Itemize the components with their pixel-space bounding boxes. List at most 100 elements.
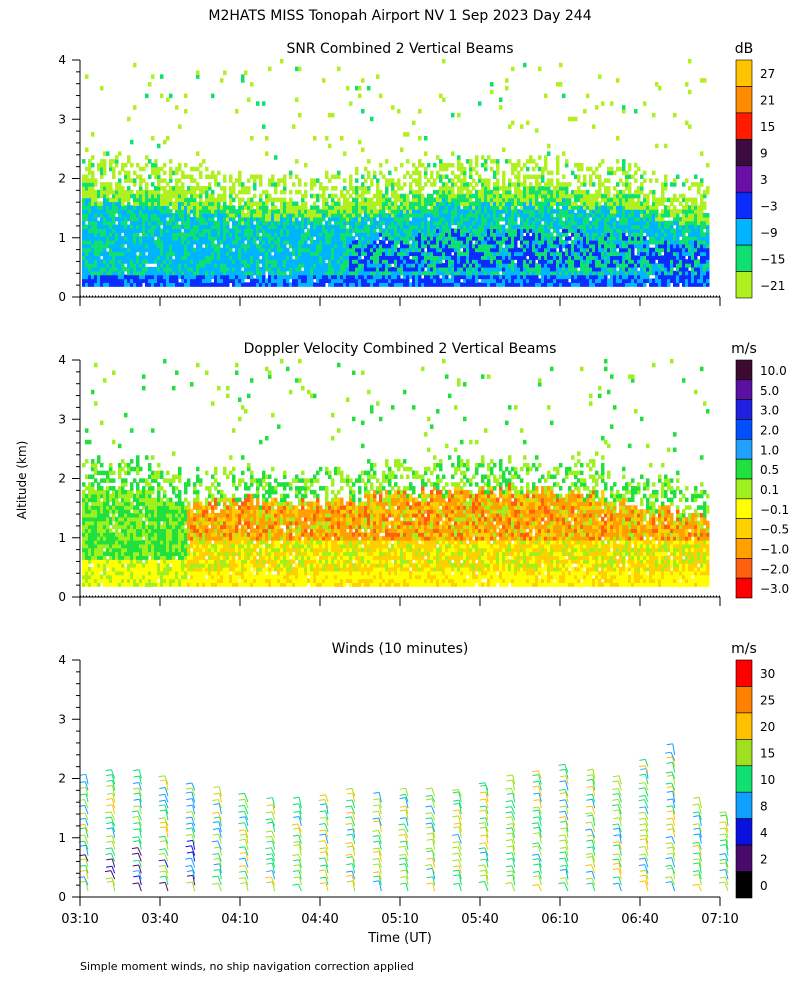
heatmap-cell [622, 170, 626, 176]
heatmap-cell [145, 259, 149, 264]
heatmap-cell [124, 170, 128, 176]
heatmap-cell [217, 201, 221, 206]
heatmap-cell [310, 209, 314, 214]
heatmap-cell [433, 224, 437, 230]
heatmap-cell [526, 266, 530, 272]
heatmap-cell [466, 243, 470, 249]
heatmap-cell [526, 209, 530, 214]
heatmap-cell [262, 278, 266, 283]
heatmap-cell [499, 186, 503, 191]
heatmap-cell [487, 255, 491, 260]
heatmap-cell [289, 239, 293, 245]
heatmap-cell [289, 220, 293, 226]
heatmap-cell [517, 209, 521, 214]
heatmap-cell [616, 255, 620, 260]
heatmap-cell [337, 205, 341, 210]
heatmap-cell [268, 209, 272, 214]
heatmap-cell [580, 209, 584, 214]
heatmap-cell [262, 247, 266, 253]
heatmap-cell [565, 255, 569, 260]
heatmap-cell [367, 174, 371, 179]
heatmap-cell [97, 232, 101, 237]
heatmap-cell [268, 278, 272, 283]
heatmap-cell [508, 205, 512, 210]
heatmap-cell [427, 197, 431, 203]
heatmap-cell [505, 259, 509, 264]
heatmap-cell [214, 251, 218, 257]
heatmap-cell [139, 228, 143, 233]
heatmap-cell [322, 201, 326, 206]
heatmap-cell [112, 166, 116, 172]
heatmap-cell [97, 255, 101, 260]
heatmap-cell [217, 255, 221, 260]
heatmap-cell [604, 228, 608, 233]
heatmap-cell [451, 197, 455, 203]
heatmap-cell [328, 243, 332, 249]
heatmap-cell [445, 247, 449, 253]
heatmap-cell [319, 270, 323, 276]
heatmap-cell [349, 255, 353, 260]
heatmap-cell [499, 278, 503, 283]
heatmap-cell [541, 228, 545, 233]
heatmap-cell [355, 274, 359, 280]
heatmap-cell [508, 124, 512, 129]
heatmap-cell [118, 255, 122, 260]
heatmap-cell [298, 209, 302, 214]
heatmap-cell [568, 193, 572, 199]
heatmap-cell [598, 278, 602, 283]
heatmap-cell [94, 193, 98, 199]
heatmap-cell [385, 197, 389, 203]
heatmap-cell [91, 255, 95, 260]
heatmap-cell [190, 263, 194, 268]
heatmap-cell [166, 274, 170, 280]
heatmap-cell [331, 174, 335, 179]
heatmap-cell [340, 205, 344, 210]
heatmap-cell [604, 224, 608, 230]
heatmap-cell [196, 193, 200, 199]
heatmap-cell [610, 255, 614, 260]
heatmap-cell [592, 274, 596, 280]
heatmap-cell [616, 78, 620, 83]
heatmap-cell [499, 243, 503, 249]
heatmap-cell [292, 182, 296, 187]
heatmap-cell [181, 263, 185, 268]
heatmap-cell [100, 266, 104, 272]
heatmap-cell [436, 255, 440, 260]
heatmap-cell [532, 255, 536, 260]
heatmap-cell [481, 251, 485, 257]
heatmap-cell [487, 205, 491, 210]
heatmap-cell [538, 239, 542, 245]
heatmap-cell [550, 216, 554, 222]
heatmap-cell [454, 205, 458, 210]
heatmap-cell [601, 220, 605, 226]
heatmap-cell [580, 182, 584, 187]
heatmap-cell [400, 247, 404, 253]
heatmap-cell [157, 278, 161, 283]
heatmap-cell [487, 186, 491, 191]
heatmap-cell [571, 274, 575, 280]
heatmap-cell [553, 270, 557, 276]
heatmap-cell [178, 193, 182, 199]
heatmap-cell [145, 216, 149, 222]
heatmap-cell [370, 216, 374, 222]
heatmap-cell [274, 236, 278, 241]
heatmap-cell [556, 239, 560, 245]
heatmap-cell [163, 205, 167, 210]
heatmap-cell [466, 224, 470, 230]
heatmap-cell [148, 247, 152, 253]
heatmap-cell [430, 228, 434, 233]
heatmap-cell [196, 216, 200, 222]
heatmap-cell [565, 193, 569, 199]
heatmap-cell [268, 251, 272, 257]
heatmap-cell [85, 251, 89, 257]
heatmap-cell [475, 201, 479, 206]
heatmap-cell [613, 236, 617, 241]
heatmap-cell [490, 247, 494, 253]
heatmap-cell [286, 266, 290, 272]
heatmap-cell [328, 112, 332, 118]
heatmap-cell [124, 174, 128, 179]
heatmap-cell [367, 201, 371, 206]
heatmap-cell [535, 236, 539, 241]
heatmap-cell [523, 251, 527, 257]
heatmap-cell [175, 189, 179, 195]
